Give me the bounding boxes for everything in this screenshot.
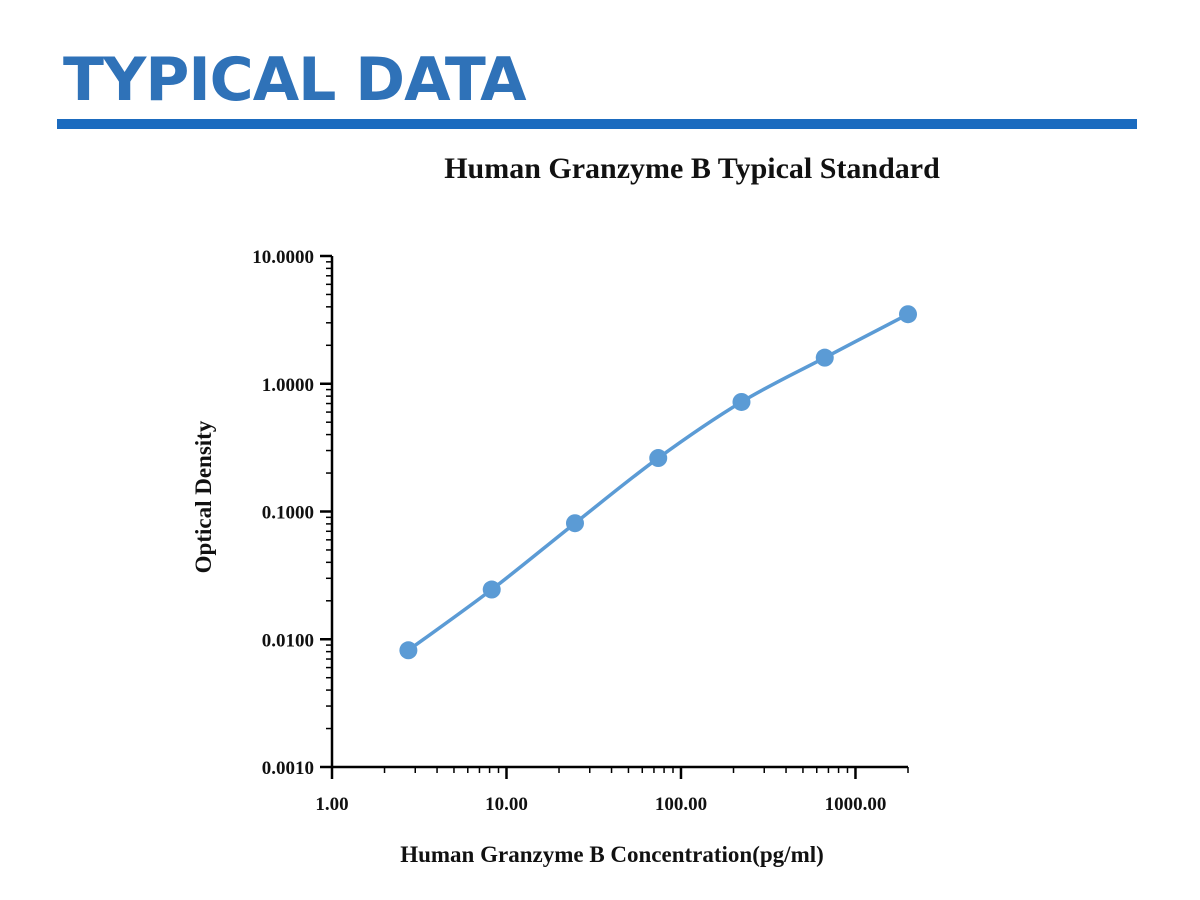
y-tick-label: 1.0000: [262, 375, 314, 396]
data-point: [649, 449, 668, 468]
heading-rule: [57, 119, 1137, 129]
data-point: [482, 580, 501, 599]
y-axis-label: Optical Density: [191, 420, 216, 573]
data-point: [565, 514, 584, 533]
series-line: [407, 312, 909, 652]
data-point: [399, 641, 418, 660]
x-tick-label: 1.00: [315, 794, 348, 815]
chart-title: Human Granzyme B Typical Standard: [444, 152, 940, 185]
x-tick-label: 1000.00: [825, 794, 887, 815]
y-tick-label: 10.0000: [252, 247, 314, 268]
y-tick-label: 0.0100: [262, 630, 314, 651]
y-tick-label: 0.1000: [262, 503, 314, 524]
data-point: [899, 305, 917, 324]
x-tick-label: 10.00: [485, 794, 528, 815]
axes: 0.0010 0.0100 0.1000 1.0000 10.0000 1.00 10.00…: [252, 247, 909, 815]
x-axis-label: Human Granzyme B Concentration(pg/ml): [400, 842, 824, 867]
x-tick-label: 100.00: [655, 794, 707, 815]
page-heading: TYPICAL DATA: [63, 45, 527, 115]
plot-area: [399, 305, 917, 660]
data-point: [732, 392, 751, 411]
y-tick-label: 0.0010: [262, 758, 314, 779]
data-point: [815, 348, 834, 367]
